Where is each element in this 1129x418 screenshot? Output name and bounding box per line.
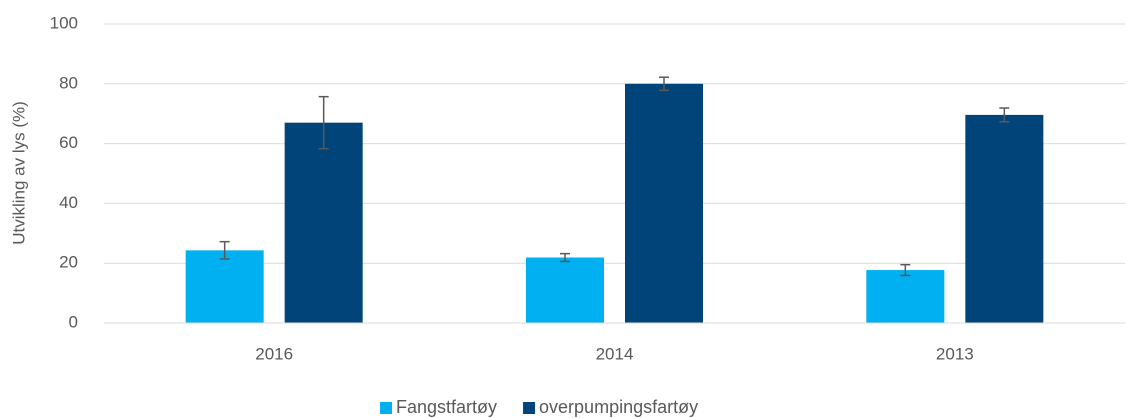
legend-label: overpumpingsfartøy bbox=[539, 397, 698, 417]
legend-swatch bbox=[380, 402, 392, 414]
bar bbox=[866, 270, 945, 323]
bar bbox=[185, 250, 264, 323]
error-bar bbox=[318, 95, 329, 150]
y-tick-label: 40 bbox=[59, 193, 78, 212]
error-bar bbox=[659, 76, 669, 92]
y-tick-label: 60 bbox=[59, 133, 78, 152]
legend-swatch bbox=[523, 402, 536, 414]
bar bbox=[526, 257, 604, 323]
x-tick-label: 2014 bbox=[596, 344, 634, 363]
error-bar bbox=[219, 240, 230, 260]
x-tick-label: 2016 bbox=[255, 344, 293, 363]
y-tick-label: 100 bbox=[50, 13, 78, 32]
error-bar bbox=[900, 263, 911, 277]
legend-label: Fangstfartøy bbox=[396, 397, 497, 417]
error-bar bbox=[999, 107, 1010, 123]
y-axis-label: Utvikling av lys (%) bbox=[9, 101, 28, 245]
bar bbox=[965, 114, 1044, 324]
y-tick-label: 80 bbox=[59, 73, 78, 92]
y-tick-label: 20 bbox=[59, 253, 78, 272]
error-bar bbox=[560, 252, 570, 263]
bar bbox=[284, 122, 363, 323]
x-tick-label: 2013 bbox=[936, 344, 974, 363]
y-tick-label: 0 bbox=[69, 312, 78, 331]
bar bbox=[625, 83, 703, 323]
